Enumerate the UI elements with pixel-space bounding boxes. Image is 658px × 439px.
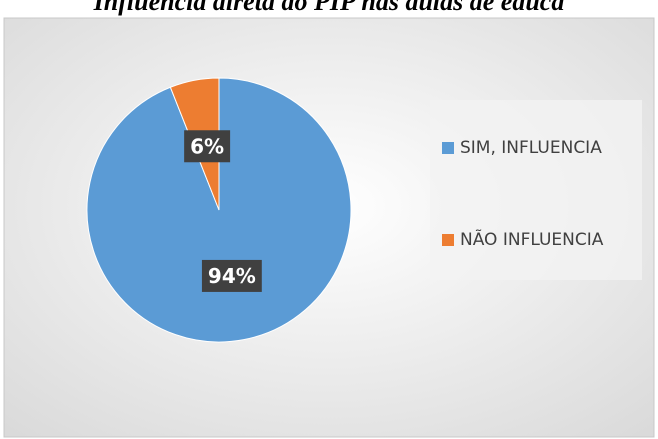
legend-label: NÃO INFLUENCIA — [460, 228, 604, 250]
chart-title: Influência direta do PIP nas aulas de ed… — [93, 0, 565, 16]
legend-label: SIM, INFLUENCIA — [460, 138, 602, 158]
data-label: 6% — [190, 134, 224, 158]
data-label: 94% — [208, 264, 256, 288]
legend-swatch — [442, 142, 454, 154]
data-label-box — [184, 130, 231, 163]
data-label-box — [201, 259, 262, 292]
legend-box — [430, 100, 642, 280]
legend-swatch — [442, 234, 454, 246]
